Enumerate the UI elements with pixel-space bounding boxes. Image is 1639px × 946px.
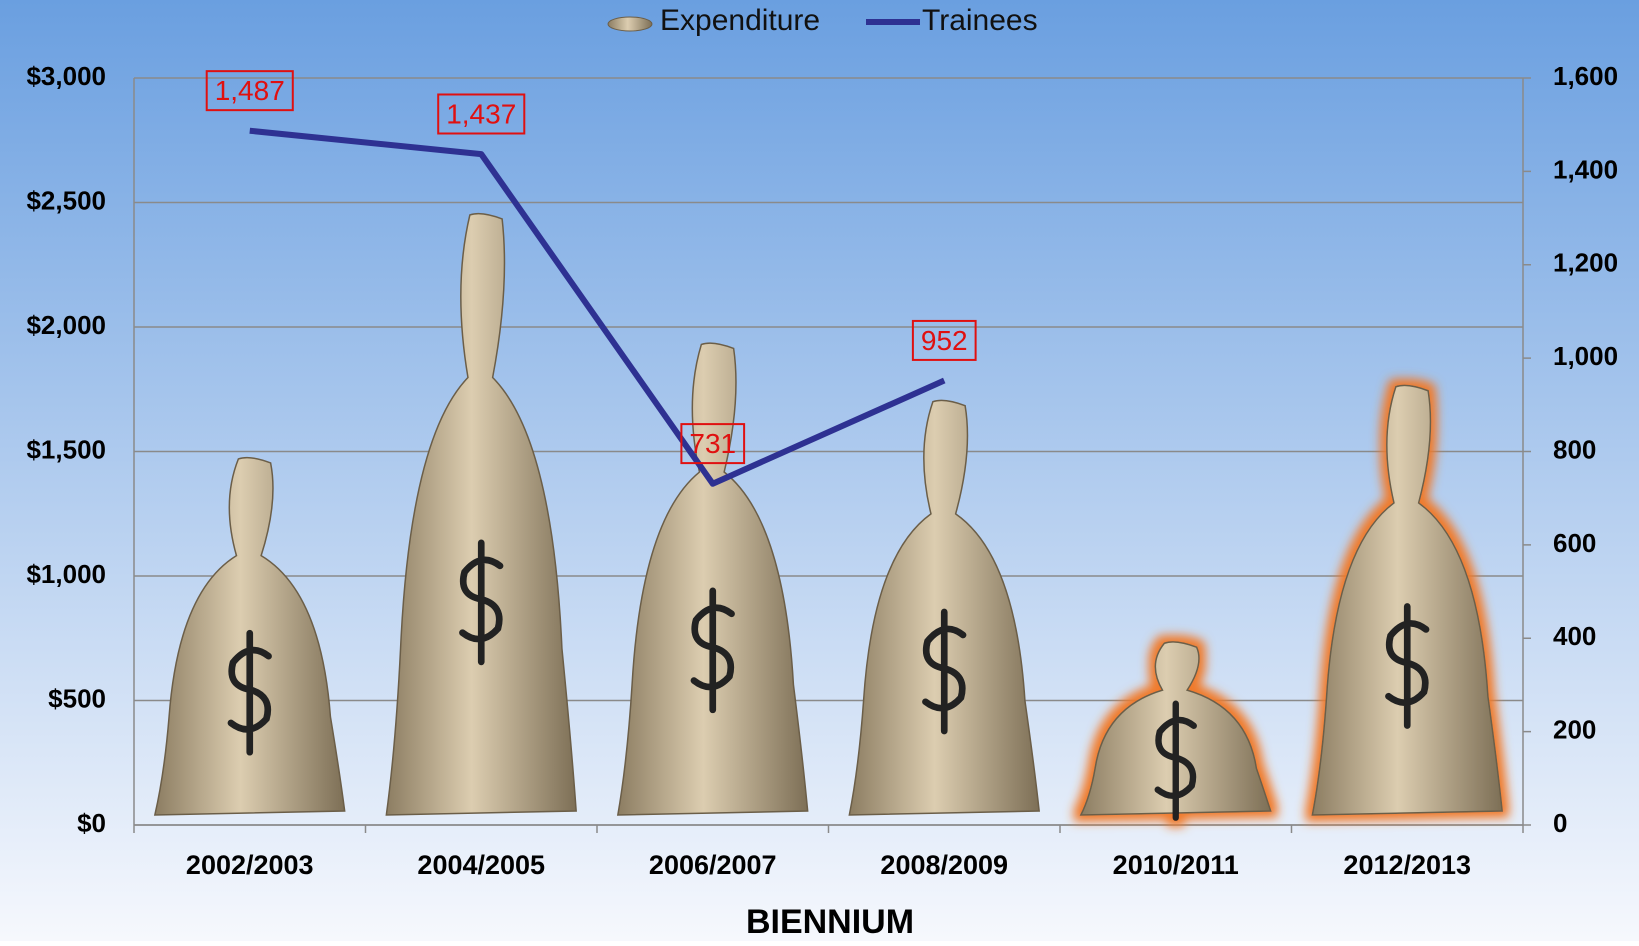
page: BIENNIUM $0 $500 $1,000 $1,500 $2,000 $2,500 $… bbox=[0, 0, 1639, 946]
x-axis-title: BIENNIUM bbox=[746, 903, 914, 941]
y2-tick-label: 0 bbox=[1553, 808, 1567, 838]
x-tick-label: 2010/2011 bbox=[1113, 850, 1239, 880]
y2-tick-label: 1,400 bbox=[1553, 154, 1618, 184]
data-label: 1,437 bbox=[446, 98, 516, 129]
data-label: 731 bbox=[689, 428, 736, 459]
legend-label: Expenditure bbox=[660, 4, 820, 37]
chart: BIENNIUM $0 $500 $1,000 $1,500 $2,000 $2,500 $… bbox=[0, 0, 1639, 941]
y-tick-label: $3,000 bbox=[26, 61, 106, 91]
y-tick-label: $2,000 bbox=[26, 310, 106, 340]
y-tick-label: $0 bbox=[77, 808, 106, 838]
y2-tick-label: 200 bbox=[1553, 715, 1596, 745]
x-tick-label: 2008/2009 bbox=[880, 850, 1008, 880]
x-tick-label: 2002/2003 bbox=[186, 850, 314, 880]
y2-tick-label: 400 bbox=[1553, 621, 1596, 651]
legend-swatch bbox=[608, 17, 652, 31]
data-label: 952 bbox=[921, 325, 968, 356]
legend-label: Trainees bbox=[922, 4, 1038, 37]
y2-tick-label: 800 bbox=[1553, 434, 1596, 464]
y2-tick-label: 1,600 bbox=[1553, 61, 1618, 91]
y-tick-label: $1,500 bbox=[26, 434, 106, 464]
y-tick-label: $2,500 bbox=[26, 185, 106, 215]
y-tick-label: $500 bbox=[48, 683, 106, 713]
y2-tick-label: 1,200 bbox=[1553, 248, 1618, 278]
x-tick-label: 2004/2005 bbox=[417, 850, 545, 880]
y2-tick-label: 1,000 bbox=[1553, 341, 1618, 371]
data-label: 1,487 bbox=[215, 75, 285, 106]
x-tick-label: 2006/2007 bbox=[649, 850, 777, 880]
y2-tick-label: 600 bbox=[1553, 528, 1596, 558]
y-tick-label: $1,000 bbox=[26, 559, 106, 589]
x-tick-label: 2012/2013 bbox=[1343, 850, 1471, 880]
